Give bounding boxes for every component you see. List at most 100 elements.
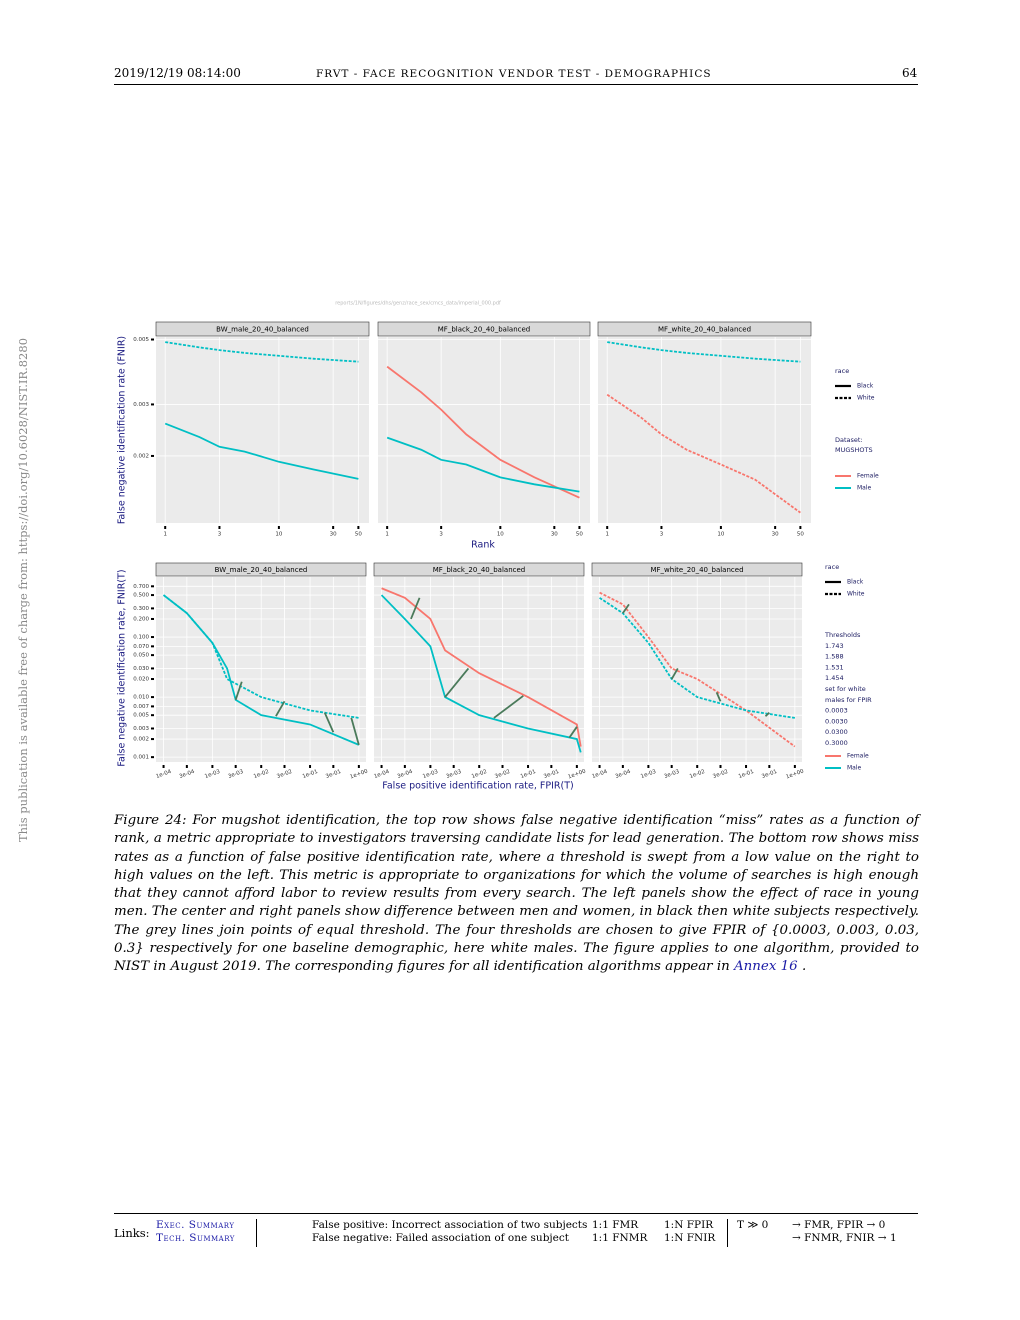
fn-def: False negative: Failed association of on… xyxy=(312,1232,569,1244)
y-tick-label: 0.070 xyxy=(133,644,149,650)
tick-mark xyxy=(606,526,609,529)
legend-label: Male xyxy=(857,485,872,492)
x-tick-label: 3 xyxy=(660,532,664,538)
y-tick-label: 0.500 xyxy=(133,593,149,599)
legend-label: White xyxy=(847,591,865,598)
series-line xyxy=(163,594,360,746)
x-tick-label: 50 xyxy=(576,532,583,538)
y-tick-label: 0.010 xyxy=(133,695,149,701)
y-tick-label: 0.050 xyxy=(133,653,149,659)
y-tick-label: 0.020 xyxy=(133,677,149,683)
threshold-link xyxy=(275,700,286,717)
tick-mark xyxy=(527,765,530,768)
header-title: FRVT - FACE RECOGNITION VENDOR TEST - DE… xyxy=(316,68,712,80)
series-line xyxy=(599,597,796,719)
tick-mark xyxy=(151,714,154,717)
figure-path: reports/1N/figures/dhs/genz/race_sex/cmc… xyxy=(335,301,501,307)
x-tick-label: 3e-04 xyxy=(615,769,632,780)
tick-mark xyxy=(185,765,188,768)
x-tick-label: 1 xyxy=(163,532,167,538)
x-tick-label: 1e-03 xyxy=(640,769,657,780)
x-tick-label: 50 xyxy=(355,532,362,538)
y-tick-label: 0.300 xyxy=(133,606,149,612)
legend-label: 0.0300 xyxy=(825,728,848,736)
tick-mark xyxy=(768,765,771,768)
x-tick-label: 1e-02 xyxy=(471,769,488,780)
x-tick-label: 10 xyxy=(717,532,724,538)
tick-mark xyxy=(164,526,167,529)
tick-mark xyxy=(660,526,663,529)
y-tick-label: 0.005 xyxy=(133,713,149,719)
legend-label: 1.743 xyxy=(825,642,844,650)
legend-label: males for FPIR xyxy=(825,696,872,704)
tick-mark xyxy=(151,454,154,457)
x-tick-label: 1e-01 xyxy=(738,769,755,780)
x-tick-label: 50 xyxy=(797,532,804,538)
x-tick-label: 1e+00 xyxy=(349,768,369,780)
tech-link[interactable]: Tech. Summary xyxy=(156,1232,235,1244)
threshold-link xyxy=(568,726,578,739)
tick-mark xyxy=(283,765,286,768)
links-label: Links: xyxy=(114,1226,150,1240)
y-axis-title: False negative identification rate, FNIR… xyxy=(117,569,128,766)
x-tick-label: 30 xyxy=(330,532,337,538)
tick-mark xyxy=(598,765,601,768)
legend-label: 0.0003 xyxy=(825,707,848,715)
x-tick-label: 3e-02 xyxy=(494,769,511,780)
legend-title: Dataset: xyxy=(835,436,863,444)
tick-mark xyxy=(332,765,335,768)
legend-label: 0.3000 xyxy=(825,739,848,747)
footer-rule xyxy=(114,1213,918,1214)
tick-mark xyxy=(162,765,165,768)
tick-mark xyxy=(647,765,650,768)
series-line xyxy=(607,341,801,363)
threshold-link xyxy=(715,691,722,702)
exec-link[interactable]: Exec. Summary xyxy=(156,1219,235,1231)
panel-title: MF_white_20_40_balanced xyxy=(658,326,751,334)
legend-label: 0.0030 xyxy=(825,717,848,725)
panel-title: MF_black_20_40_balanced xyxy=(438,326,530,334)
strip xyxy=(373,562,585,577)
tick-mark xyxy=(151,738,154,741)
tick-mark xyxy=(151,727,154,730)
y-tick-label: 0.100 xyxy=(133,635,149,641)
x-tick-label: 1e-02 xyxy=(253,769,270,780)
panel-title: BW_male_20_40_balanced xyxy=(215,566,308,574)
x-tick-label: 3e-04 xyxy=(397,769,414,780)
tick-mark xyxy=(151,636,154,639)
tick-mark xyxy=(621,765,624,768)
fp-def: False positive: Incorrect association of… xyxy=(312,1219,588,1231)
x-tick-label: 3e-02 xyxy=(712,769,729,780)
y-axis-title: False negative identification rate (FNIR… xyxy=(117,336,128,524)
result-fp: → FMR, FPIR → 0 xyxy=(792,1219,886,1231)
tick-mark xyxy=(578,526,581,529)
x-tick-label: 30 xyxy=(772,532,779,538)
x-tick-label: 3e-03 xyxy=(663,769,680,780)
tick-mark xyxy=(211,765,214,768)
page-number: 64 xyxy=(902,66,918,80)
tick-mark xyxy=(501,765,504,768)
series-line xyxy=(606,393,801,514)
tick-mark xyxy=(309,765,312,768)
tick-mark xyxy=(696,765,699,768)
tick-mark xyxy=(151,338,154,341)
panel-bg xyxy=(598,337,811,523)
legend-label: Black xyxy=(857,383,874,390)
legend-label: Black xyxy=(847,579,864,586)
x-tick-label: 3 xyxy=(439,532,443,538)
strip xyxy=(155,321,370,337)
tick-mark xyxy=(234,765,237,768)
x-tick-label: 1e-03 xyxy=(422,769,439,780)
tick-mark xyxy=(719,526,722,529)
x-tick-label: 1e+00 xyxy=(785,768,805,780)
legend-label: 1.588 xyxy=(825,653,844,661)
legend-label: White xyxy=(857,395,875,402)
series-line xyxy=(386,365,580,499)
series-line xyxy=(381,587,582,747)
legend-label: set for white xyxy=(825,685,866,693)
legend-title: Thresholds xyxy=(824,631,861,639)
annex-link[interactable]: Annex 16 xyxy=(734,959,798,975)
tick-mark xyxy=(380,765,383,768)
x-axis-title: False positive identification rate, FPIR… xyxy=(382,781,573,792)
